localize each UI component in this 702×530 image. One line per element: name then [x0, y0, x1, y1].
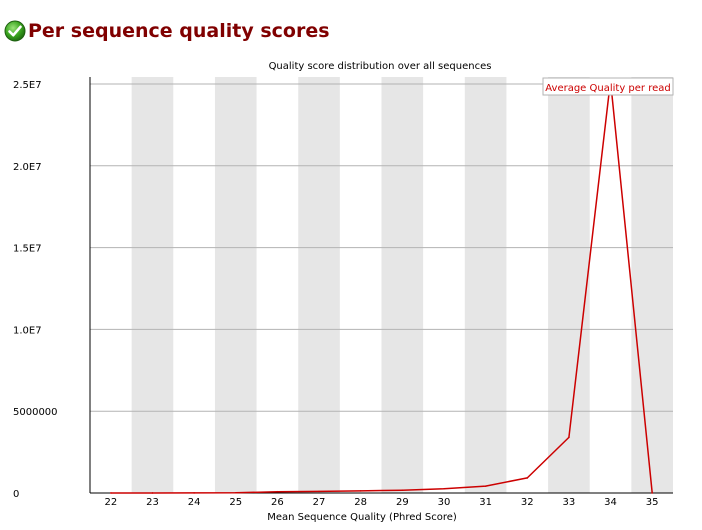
data-point: [568, 436, 570, 439]
x-tick-label: 25: [229, 497, 242, 508]
x-tick-label: 33: [563, 497, 576, 508]
data-point: [484, 485, 487, 487]
x-tick-label: 23: [146, 497, 159, 508]
y-tick-label: 1.0E7: [13, 325, 42, 336]
x-tick-label: 34: [604, 497, 617, 508]
y-tick-label: 2.5E7: [13, 80, 42, 91]
page-title: Per sequence quality scores: [28, 20, 330, 42]
x-tick-label: 31: [479, 497, 492, 508]
x-axis-label: Mean Sequence Quality (Phred Score): [267, 512, 457, 523]
data-point: [193, 492, 195, 494]
background-bands: [131, 77, 673, 493]
data-point: [318, 490, 320, 493]
background-band: [298, 77, 340, 493]
y-tick-labels: 0 5000000 1.0E7 1.5E7 2.0E7 2.5E7: [13, 80, 58, 500]
background-band: [381, 77, 424, 493]
data-point: [359, 490, 362, 492]
data-point: [526, 477, 529, 479]
legend-label: Average Quality per read: [545, 83, 670, 94]
data-point: [110, 492, 112, 494]
background-band: [631, 77, 673, 493]
x-tick-label: 26: [271, 497, 284, 508]
x-tick-label: 27: [313, 497, 326, 508]
data-point: [651, 492, 653, 494]
x-tick-label: 35: [646, 497, 659, 508]
background-band: [131, 77, 174, 493]
data-point: [151, 492, 154, 494]
data-point: [234, 491, 237, 494]
x-tick-label: 24: [188, 497, 201, 508]
x-tick-label: 29: [396, 497, 409, 508]
x-tick-label: 28: [354, 497, 367, 508]
y-tick-label: 0: [13, 489, 19, 500]
background-band: [464, 77, 507, 493]
x-tick-label: 32: [521, 497, 534, 508]
background-band: [214, 77, 257, 493]
data-point: [443, 487, 445, 490]
series-line: [110, 79, 653, 494]
x-tick-labels: 22 23 24 25 26 27 28 29 30 31 32 33 34 35: [104, 497, 658, 508]
section-header: Per sequence quality scores: [4, 16, 330, 46]
x-tick-label: 22: [104, 497, 117, 508]
legend: Average Quality per read: [542, 77, 674, 96]
background-band: [548, 77, 590, 493]
y-tick-label: 2.0E7: [13, 162, 42, 173]
check-circle-icon: [4, 20, 26, 42]
data-point: [276, 490, 279, 493]
y-tick-label: 1.5E7: [13, 244, 42, 255]
series-lines: [110, 79, 653, 494]
chart-title: Quality score distribution over all sequ…: [269, 61, 492, 72]
gridlines: [90, 83, 673, 412]
data-point: [401, 489, 404, 492]
y-tick-label: 5000000: [13, 407, 58, 418]
x-tick-label: 30: [438, 497, 451, 508]
